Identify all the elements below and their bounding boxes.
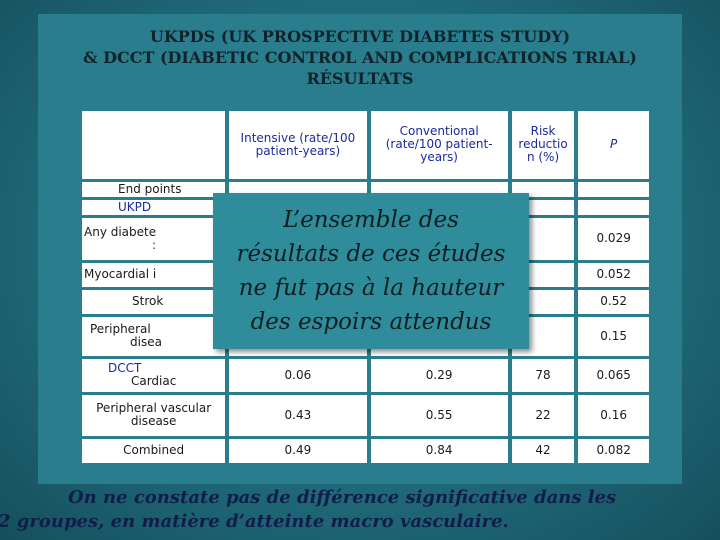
- conventional-value: 0.84: [370, 438, 508, 463]
- row-label: Combined: [82, 438, 226, 463]
- row-label: Peripheral: [90, 322, 151, 337]
- conclusion-line-2: 2 groupes, en matière d’atteinte macro v…: [0, 511, 509, 532]
- row-label: Peripheral vascular disease: [82, 394, 226, 436]
- p-value: 0.16: [578, 394, 649, 436]
- risk-value: 22: [511, 394, 575, 436]
- conventional-value: 0.55: [370, 394, 508, 436]
- row-label: Any diabete: [84, 224, 157, 239]
- results-table: Intensive (rate/100 patient-years) Conve…: [78, 108, 653, 466]
- slide-title: UKPDS (UK PROSPECTIVE DIABETES STUDY) & …: [0, 26, 720, 89]
- risk-value: 42: [511, 438, 575, 463]
- header-blank-cell: [82, 111, 226, 179]
- overlay-line-3: ne fut pas à la hauteur: [238, 275, 504, 301]
- p-value: 0.52: [578, 289, 649, 314]
- table-row: Peripheral vascular disease 0.43 0.55 22…: [82, 394, 649, 436]
- end-points-label: End points: [82, 181, 226, 197]
- overlay-text: L’ensemble des résultats de ces études n…: [213, 203, 529, 339]
- conventional-value: 0.29: [370, 358, 508, 392]
- overlay-line-2: résultats de ces études: [236, 241, 506, 267]
- intensive-value: 0.43: [229, 394, 367, 436]
- conclusion-text: On ne constate pas de différence signifi…: [0, 486, 700, 534]
- p-value: 0.052: [578, 262, 649, 287]
- header-conventional: Conventional (rate/100 patient-years): [370, 111, 508, 179]
- row-label: Strok: [82, 289, 226, 314]
- overlay-line-1: L’ensemble des: [283, 207, 459, 233]
- header-risk: Risk reductio n (%): [511, 111, 575, 179]
- table-row: DCCT Cardiac 0.06 0.29 78 0.065: [82, 358, 649, 392]
- table-row: Combined 0.49 0.84 42 0.082: [82, 438, 649, 463]
- header-p: P: [578, 111, 649, 179]
- p-value: 0.029: [578, 218, 649, 260]
- intensive-value: 0.49: [229, 438, 367, 463]
- title-line-3: RÉSULTATS: [306, 69, 414, 88]
- row-label: Myocardial i: [82, 262, 226, 287]
- ukpds-section-label: UKPD: [82, 199, 226, 216]
- risk-value: 78: [511, 358, 575, 392]
- overlay-line-4: des espoirs attendus: [250, 309, 492, 335]
- p-value: 0.065: [578, 358, 649, 392]
- p-value: 0.15: [578, 316, 649, 356]
- conclusion-line-1: On ne constate pas de différence signifi…: [68, 487, 617, 508]
- header-row: Intensive (rate/100 patient-years) Conve…: [82, 111, 649, 179]
- title-line-1: UKPDS (UK PROSPECTIVE DIABETES STUDY): [149, 27, 571, 46]
- row-sublabel: :: [152, 237, 157, 252]
- overlay-callout: L’ensemble des résultats de ces études n…: [213, 193, 529, 349]
- title-line-2: & DCCT (DIABETIC CONTROL AND COMPLICATIO…: [83, 48, 637, 67]
- row-sublabel: disea: [130, 335, 162, 350]
- p-value: 0.082: [578, 438, 649, 463]
- row-label: Cardiac: [130, 374, 177, 389]
- dcct-section-label: DCCT: [108, 361, 142, 376]
- intensive-value: 0.06: [229, 358, 367, 392]
- header-intensive: Intensive (rate/100 patient-years): [229, 111, 367, 179]
